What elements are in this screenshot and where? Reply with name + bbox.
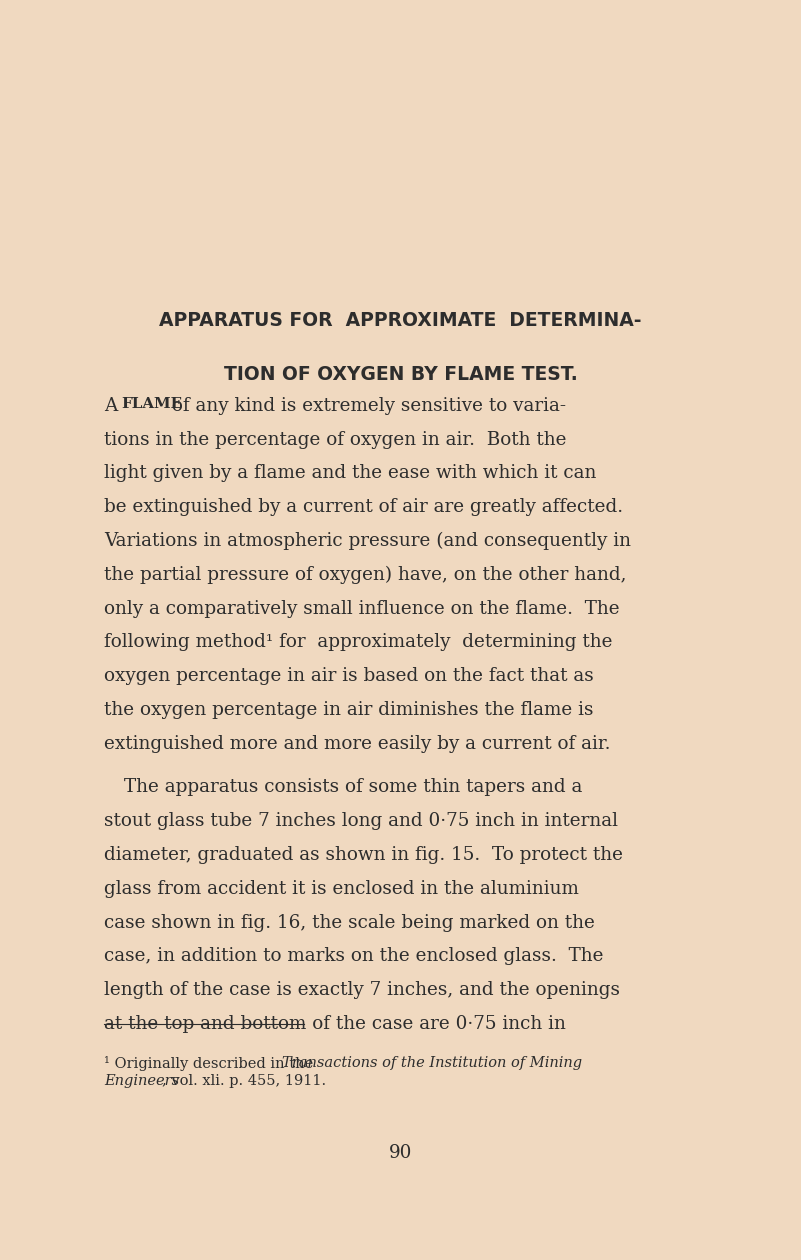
- Text: at the top and bottom of the case are 0·75 inch in: at the top and bottom of the case are 0·…: [104, 1014, 566, 1033]
- Text: diameter, graduated as shown in fig. 15.  To protect the: diameter, graduated as shown in fig. 15.…: [104, 845, 623, 864]
- Text: A: A: [104, 397, 123, 415]
- Text: stout glass tube 7 inches long and 0·75 inch in internal: stout glass tube 7 inches long and 0·75 …: [104, 813, 618, 830]
- Text: Variations in atmospheric pressure (and consequently in: Variations in atmospheric pressure (and …: [104, 532, 631, 551]
- Text: glass from accident it is enclosed in the aluminium: glass from accident it is enclosed in th…: [104, 879, 579, 898]
- Text: oxygen percentage in air is based on the fact that as: oxygen percentage in air is based on the…: [104, 667, 594, 685]
- Text: The apparatus consists of some thin tapers and a: The apparatus consists of some thin tape…: [124, 779, 582, 796]
- Text: light given by a flame and the ease with which it can: light given by a flame and the ease with…: [104, 465, 597, 483]
- Text: following method¹ for  approximately  determining the: following method¹ for approximately dete…: [104, 634, 613, 651]
- Text: Engineers: Engineers: [104, 1074, 179, 1087]
- Text: be extinguished by a current of air are greatly affected.: be extinguished by a current of air are …: [104, 498, 623, 517]
- Text: APPARATUS FOR  APPROXIMATE  DETERMINA-: APPARATUS FOR APPROXIMATE DETERMINA-: [159, 311, 642, 330]
- Text: FLAME: FLAME: [122, 397, 183, 411]
- Text: case, in addition to marks on the enclosed glass.  The: case, in addition to marks on the enclos…: [104, 948, 604, 965]
- Text: extinguished more and more easily by a current of air.: extinguished more and more easily by a c…: [104, 735, 610, 752]
- Text: length of the case is exactly 7 inches, and the openings: length of the case is exactly 7 inches, …: [104, 982, 620, 999]
- Text: of any kind is extremely sensitive to varia-: of any kind is extremely sensitive to va…: [166, 397, 566, 415]
- Text: TION OF OXYGEN BY FLAME TEST.: TION OF OXYGEN BY FLAME TEST.: [223, 365, 578, 384]
- Text: case shown in fig. 16, the scale being marked on the: case shown in fig. 16, the scale being m…: [104, 914, 595, 931]
- Text: ¹ Originally described in the: ¹ Originally described in the: [104, 1056, 318, 1071]
- Text: , vol. xli. p. 455, 1911.: , vol. xli. p. 455, 1911.: [162, 1074, 326, 1087]
- Text: tions in the percentage of oxygen in air.  Both the: tions in the percentage of oxygen in air…: [104, 431, 566, 449]
- Text: only a comparatively small influence on the flame.  The: only a comparatively small influence on …: [104, 600, 620, 617]
- Text: 90: 90: [388, 1144, 413, 1162]
- Text: the oxygen percentage in air diminishes the flame is: the oxygen percentage in air diminishes …: [104, 701, 594, 718]
- Text: Transactions of the Institution of Mining: Transactions of the Institution of Minin…: [282, 1056, 582, 1070]
- Text: the partial pressure of oxygen) have, on the other hand,: the partial pressure of oxygen) have, on…: [104, 566, 626, 583]
